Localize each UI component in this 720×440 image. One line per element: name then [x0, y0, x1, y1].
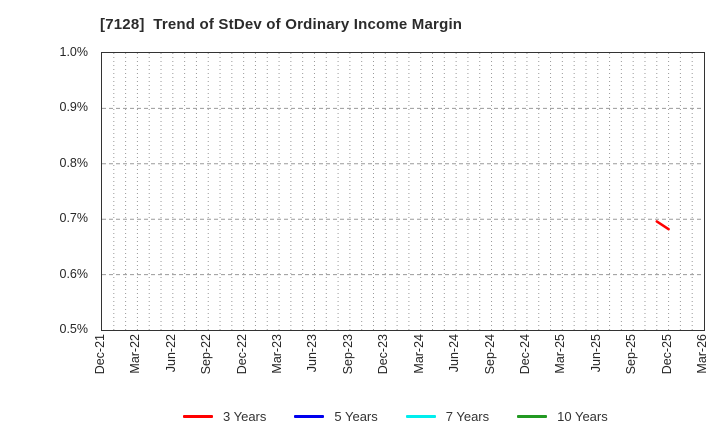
legend-line-swatch — [405, 414, 436, 418]
legend-label: 10 Years — [557, 408, 608, 424]
x-tick-label: Mar-24 — [411, 334, 426, 374]
y-tick-label: 0.5% — [59, 322, 89, 336]
y-tick-label: 0.8% — [59, 155, 89, 170]
x-tick-label: Sep-23 — [340, 334, 355, 375]
plot-grid-and-series — [102, 53, 704, 330]
x-tick-label: Dec-25 — [659, 334, 674, 375]
legend-line-swatch — [294, 414, 325, 418]
y-axis-tick-labels: 1.0% 0.9% 0.8% 0.7% 0.6% 0.5% — [0, 45, 95, 336]
x-tick-label: Mar-23 — [270, 334, 285, 374]
legend-label: 3 Years — [223, 408, 267, 424]
y-tick-label: 1.0% — [59, 45, 89, 59]
series-line-3-years — [655, 220, 670, 231]
legend-line-swatch — [183, 414, 213, 418]
x-tick-label: Jun-23 — [305, 334, 320, 373]
x-tick-label: Mar-22 — [128, 334, 143, 374]
x-tick-label: Mar-26 — [695, 334, 709, 374]
legend-label: 7 Years — [445, 408, 490, 424]
x-tick-label: Dec-21 — [93, 334, 107, 375]
x-tick-label: Mar-25 — [553, 334, 568, 374]
x-tick-label: Sep-25 — [624, 334, 639, 375]
plot-area — [101, 52, 705, 331]
legend-item-5-years: 5 Years — [294, 408, 378, 424]
y-tick-label: 0.7% — [59, 211, 89, 226]
y-tick-label: 0.9% — [59, 100, 89, 115]
chart-title: [7128] Trend of StDev of Ordinary Income… — [100, 16, 463, 33]
legend-line-swatch — [517, 414, 548, 418]
chart-legend: 3 Years 5 Years 7 Years 10 Years — [183, 406, 608, 426]
x-tick-label: Dec-24 — [517, 334, 532, 375]
legend-label: 5 Years — [334, 408, 378, 424]
y-tick-label: 0.6% — [59, 266, 89, 281]
x-tick-label: Dec-22 — [234, 334, 249, 375]
x-tick-label: Dec-23 — [376, 334, 391, 375]
x-tick-label: Sep-22 — [199, 334, 214, 375]
x-tick-label: Jun-25 — [588, 334, 603, 373]
legend-item-7-years: 7 Years — [405, 408, 490, 424]
x-tick-label: Sep-24 — [482, 334, 497, 375]
legend-item-10-years: 10 Years — [517, 409, 608, 424]
legend-item-3-years: 3 Years — [183, 409, 266, 424]
x-tick-label: Jun-24 — [447, 334, 462, 373]
x-tick-label: Jun-22 — [163, 334, 178, 373]
x-axis-tick-labels: Dec-21 Mar-22 Jun-22 Sep-22 Dec-22 Mar-23 Jun-… — [93, 334, 709, 396]
